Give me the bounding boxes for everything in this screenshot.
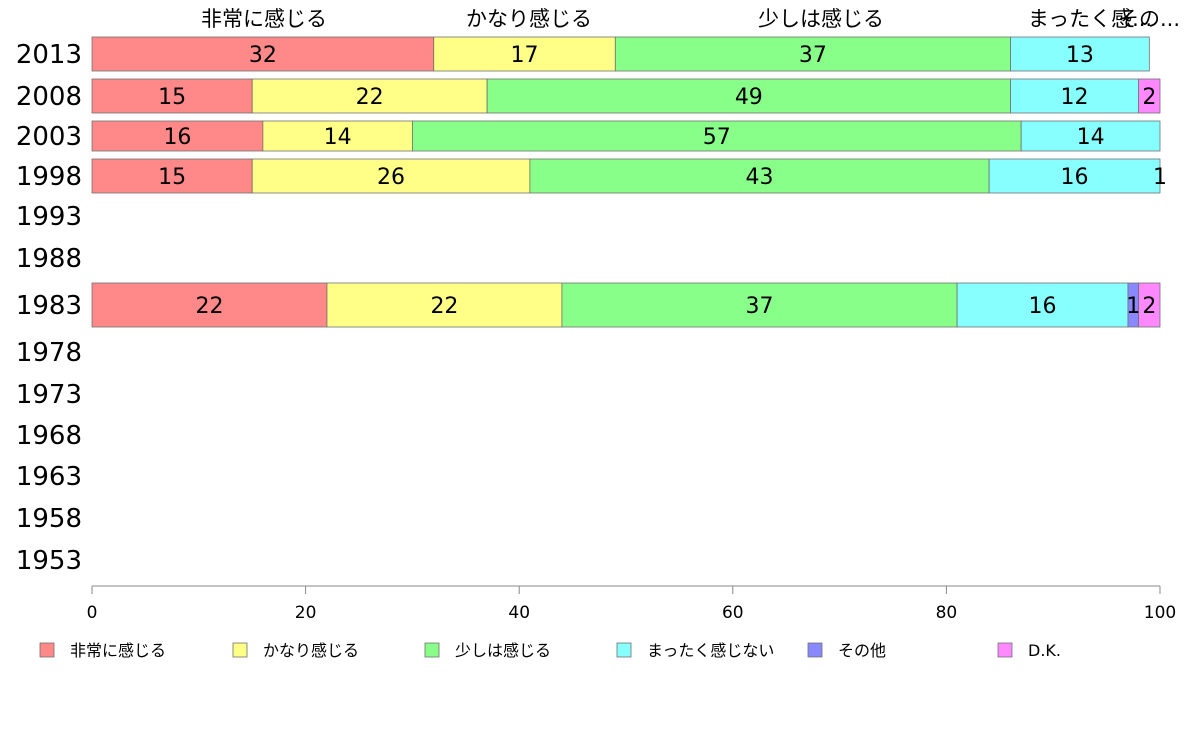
- year-label: 1973: [16, 380, 82, 410]
- value-label: 1: [1126, 294, 1140, 319]
- x-tick-label: 100: [1144, 603, 1176, 623]
- year-label: 1978: [16, 338, 82, 368]
- bar-segment: [1138, 282, 1161, 328]
- year-label: 1968: [16, 421, 82, 451]
- year-label: 1993: [16, 202, 82, 232]
- legend-swatch: [807, 642, 823, 658]
- value-label: 22: [356, 85, 384, 110]
- legend: 非常に感じる かなり感じる 少しは感じる まったく感じない その他 D.K.: [39, 641, 1061, 660]
- legend-label: D.K.: [1028, 641, 1061, 660]
- year-label: 1953: [16, 546, 82, 576]
- value-label: 16: [1029, 294, 1057, 319]
- legend-label: 非常に感じる: [70, 641, 166, 660]
- bar-segment: [988, 158, 1161, 194]
- year-label: 2013: [16, 40, 82, 70]
- value-label: 14: [1077, 125, 1105, 150]
- bar-segment: [251, 158, 531, 194]
- x-tick-label: 60: [722, 603, 744, 623]
- bar-segment: [326, 282, 563, 328]
- bar-segment: [251, 78, 488, 114]
- value-label: 22: [195, 294, 223, 319]
- value-label: 37: [799, 43, 827, 68]
- year-label: 1958: [16, 504, 82, 534]
- x-axis: 0 20 40 60 80 100: [87, 585, 1176, 623]
- value-label: 37: [746, 294, 774, 319]
- legend-swatch: [616, 642, 632, 658]
- top-label: まったく感...: [1028, 7, 1152, 31]
- bar-segment: [411, 120, 1022, 152]
- legend-label: 少しは感じる: [455, 641, 551, 660]
- x-tick-label: 20: [295, 603, 317, 623]
- year-label: 1998: [16, 162, 82, 192]
- value-label: 2: [1142, 294, 1156, 319]
- x-tick-label: 40: [508, 603, 530, 623]
- bar-segments: [91, 36, 1161, 328]
- bar-segment: [433, 36, 616, 72]
- bar-segment: [91, 78, 253, 114]
- bar-segment: [91, 158, 253, 194]
- top-label: その...: [1118, 7, 1180, 31]
- value-label: 32: [249, 43, 277, 68]
- value-label: 17: [511, 43, 539, 68]
- value-label: 1: [1153, 165, 1167, 190]
- bar-segment: [91, 282, 328, 328]
- legend-swatch: [232, 642, 248, 658]
- year-label: 1963: [16, 462, 82, 492]
- year-label: 2003: [16, 122, 82, 152]
- legend-label: その他: [838, 641, 886, 660]
- bar-segment: [486, 78, 1011, 114]
- bar-segment: [1138, 78, 1161, 114]
- value-label: 22: [430, 294, 458, 319]
- year-label: 1988: [16, 244, 82, 274]
- legend-label: まったく感じない: [647, 641, 774, 660]
- top-label: かなり感じる: [466, 7, 592, 31]
- year-axis-labels: 2013 2008 2003 1998 1993 1988 1983 1978 1973 1968…: [16, 40, 82, 576]
- legend-swatch: [39, 642, 55, 658]
- value-label: 26: [377, 165, 405, 190]
- value-label: 13: [1066, 43, 1094, 68]
- bar-segment: [614, 36, 1011, 72]
- value-label: 43: [746, 165, 774, 190]
- value-label: 16: [163, 125, 191, 150]
- bar-segment: [91, 36, 435, 72]
- value-label: 57: [703, 125, 731, 150]
- year-label: 1983: [16, 291, 82, 321]
- bar-segment: [1010, 78, 1140, 114]
- legend-label: かなり感じる: [263, 641, 359, 660]
- value-label: 16: [1061, 165, 1089, 190]
- value-label: 15: [158, 85, 186, 110]
- bar-segment: [1010, 36, 1150, 72]
- value-label: 12: [1061, 85, 1089, 110]
- bar-segment: [91, 120, 264, 152]
- x-tick-label: 0: [87, 603, 98, 623]
- top-label: 少しは感じる: [758, 7, 884, 31]
- year-label: 2008: [16, 82, 82, 112]
- bar-segment: [1020, 120, 1161, 152]
- bar-segment: [262, 120, 413, 152]
- legend-swatch: [997, 642, 1013, 658]
- legend-swatch: [424, 642, 440, 658]
- x-tick-label: 80: [936, 603, 958, 623]
- value-label: 14: [324, 125, 352, 150]
- value-label: 49: [735, 85, 763, 110]
- top-label: 非常に感じる: [201, 7, 327, 31]
- top-category-labels: 非常に感じる かなり感じる 少しは感じる まったく感...その...: [201, 7, 1180, 31]
- value-label: 15: [158, 165, 186, 190]
- value-label: 2: [1142, 85, 1156, 110]
